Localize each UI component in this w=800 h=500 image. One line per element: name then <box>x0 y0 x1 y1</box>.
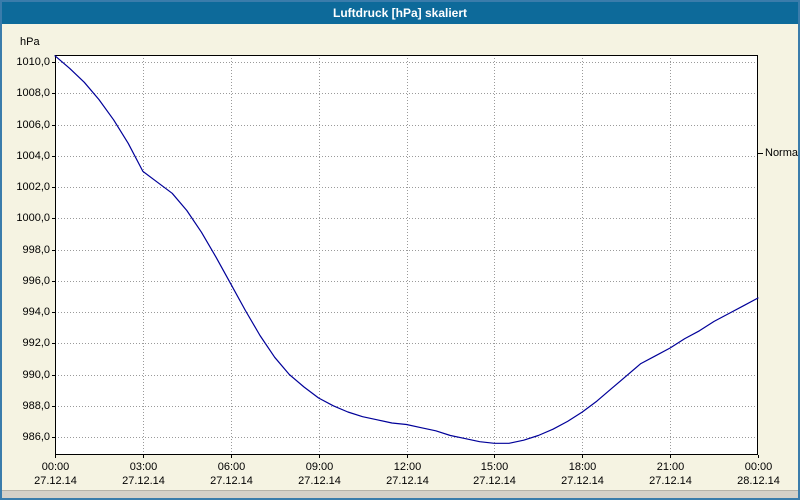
x-tick-time-label: 09:00 <box>305 461 334 473</box>
y-tick-label: 1004,0 <box>16 149 50 162</box>
x-tick-date-label: 27.12.14 <box>298 475 341 487</box>
x-tick-time-label: 06:00 <box>217 461 246 473</box>
y-tick-label: 1000,0 <box>16 211 50 224</box>
x-tick-date-label: 27.12.14 <box>649 475 692 487</box>
y-tick-label: 1008,0 <box>16 86 50 99</box>
x-tick-date-label: 27.12.14 <box>34 475 77 487</box>
x-tick-date-label: 28.12.14 <box>737 475 780 487</box>
y-tick-label: 996,0 <box>22 274 50 287</box>
y-tick-label: 1002,0 <box>16 180 50 193</box>
x-tick-date-label: 27.12.14 <box>122 475 165 487</box>
title-bar: Luftdruck [hPa] skaliert <box>2 2 798 24</box>
y-tick-label: 1006,0 <box>16 118 50 131</box>
x-tick-time-label: 15:00 <box>480 461 509 473</box>
y-tick-label: 988,0 <box>22 399 50 412</box>
y-tick-label: 998,0 <box>22 243 50 256</box>
horizontal-scrollbar[interactable] <box>2 490 798 498</box>
normal-pressure-label: Normal <box>765 146 800 159</box>
x-tick-time-label: 00:00 <box>744 461 773 473</box>
x-tick-date-label: 27.12.14 <box>210 475 253 487</box>
y-axis-unit-label: hPa <box>20 36 40 48</box>
x-tick-time-label: 00:00 <box>41 461 70 473</box>
window-title: Luftdruck [hPa] skaliert <box>332 6 468 20</box>
y-tick-label: 1010,0 <box>16 55 50 68</box>
y-tick-label: 992,0 <box>22 336 50 349</box>
x-tick-time-label: 03:00 <box>129 461 158 473</box>
x-tick-date-label: 27.12.14 <box>561 475 604 487</box>
plot-canvas <box>52 55 763 458</box>
x-tick-date-label: 27.12.14 <box>473 475 516 487</box>
x-tick-time-label: 21:00 <box>656 461 685 473</box>
x-tick-date-label: 27.12.14 <box>386 475 429 487</box>
x-tick-time-label: 18:00 <box>568 461 597 473</box>
chart-area: hPa Normal 1010,0 1008,0 1006,0 1004,0 1002,… <box>2 24 798 490</box>
y-tick-label: 986,0 <box>22 430 50 443</box>
y-tick-label: 990,0 <box>22 368 50 381</box>
x-tick-time-label: 12:00 <box>393 461 422 473</box>
y-tick-label: 994,0 <box>22 305 50 318</box>
